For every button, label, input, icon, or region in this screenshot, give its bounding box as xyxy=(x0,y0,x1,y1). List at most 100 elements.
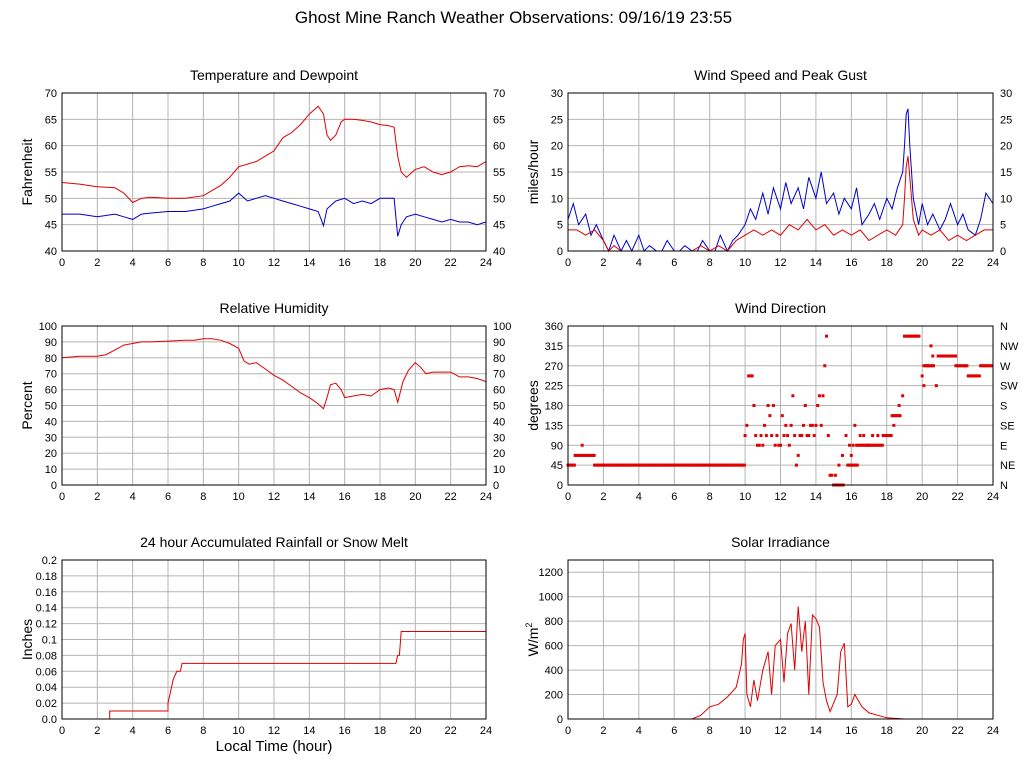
data-point xyxy=(698,463,702,467)
chart-title: Temperature and Dewpoint xyxy=(190,67,358,83)
data-point xyxy=(672,463,676,467)
series-line-blue xyxy=(62,192,487,237)
x-tick-label: 20 xyxy=(916,491,928,503)
y-axis-label: Inches xyxy=(19,619,35,660)
x-tick-label: 14 xyxy=(303,257,315,269)
data-point xyxy=(849,453,853,457)
data-point xyxy=(743,434,747,438)
series-line-red xyxy=(62,631,486,720)
x-tick-label: 16 xyxy=(339,257,351,269)
y-tick-label: 15 xyxy=(551,167,563,179)
data-point xyxy=(580,443,584,447)
data-point xyxy=(966,374,970,378)
data-point xyxy=(690,463,694,467)
series-line-red xyxy=(61,338,487,410)
x-tick-label: 0 xyxy=(59,491,65,503)
data-point xyxy=(578,453,582,457)
x-tick-label: 6 xyxy=(671,491,677,503)
x-tick-label: 10 xyxy=(739,257,751,269)
data-point xyxy=(568,463,572,467)
data-point xyxy=(846,463,850,467)
data-point xyxy=(861,443,865,447)
x-tick-label: 2 xyxy=(600,725,606,737)
data-point xyxy=(889,434,893,438)
y-tick-label-right: SW xyxy=(1000,381,1018,393)
data-point xyxy=(730,463,734,467)
data-point xyxy=(693,463,697,467)
data-point xyxy=(851,443,855,447)
x-tick-label: 2 xyxy=(94,725,100,737)
data-point xyxy=(982,364,986,368)
data-point xyxy=(880,443,884,447)
data-point xyxy=(816,404,820,407)
data-point xyxy=(752,404,756,407)
data-point xyxy=(706,463,710,467)
x-tick-label: 12 xyxy=(268,725,280,737)
page-title: Ghost Mine Ranch Weather Observations: 0… xyxy=(294,8,733,27)
y-tick-label-right: 90 xyxy=(493,337,505,349)
data-point xyxy=(593,463,597,467)
data-point xyxy=(770,434,774,438)
data-point xyxy=(573,453,577,457)
data-point xyxy=(863,443,867,447)
data-point xyxy=(911,334,915,338)
data-point xyxy=(868,443,872,447)
x-axis-label: Local Time (hour) xyxy=(215,738,333,755)
plot-frame xyxy=(567,559,994,720)
data-point xyxy=(897,404,901,407)
data-point xyxy=(887,434,891,438)
x-tick-label: 2 xyxy=(94,257,100,269)
data-point xyxy=(802,423,806,427)
data-point xyxy=(934,384,938,388)
y-tick-label: 90 xyxy=(45,337,57,349)
data-point xyxy=(620,463,624,467)
x-tick-label: 10 xyxy=(739,491,751,503)
data-point xyxy=(860,443,864,447)
data-point xyxy=(939,354,943,358)
y-tick-label: 50 xyxy=(45,401,57,413)
x-tick-label: 4 xyxy=(130,725,136,737)
data-point xyxy=(793,434,797,438)
series-line-red xyxy=(61,105,487,204)
y-tick-label: 50 xyxy=(45,193,57,205)
chart-title: Wind Direction xyxy=(735,300,826,316)
data-point xyxy=(759,434,763,438)
y-tick-label: 270 xyxy=(545,361,563,373)
y-tick-label: 80 xyxy=(45,353,57,365)
data-point xyxy=(626,463,630,467)
data-point xyxy=(962,364,966,368)
data-point xyxy=(858,443,862,447)
x-tick-label: 8 xyxy=(707,491,713,503)
x-tick-label: 2 xyxy=(94,491,100,503)
data-point xyxy=(852,463,856,467)
data-point xyxy=(715,463,719,467)
data-point xyxy=(587,453,591,457)
data-point xyxy=(717,463,721,467)
data-point xyxy=(800,434,804,438)
data-point xyxy=(971,374,975,378)
data-point xyxy=(930,364,934,368)
data-point xyxy=(828,473,832,477)
plot-frame xyxy=(61,559,487,720)
data-point xyxy=(775,434,779,438)
y-tick-label-right: 10 xyxy=(1000,193,1012,205)
data-point xyxy=(922,384,926,388)
y-tick-label: 25 xyxy=(551,114,563,126)
x-tick-label: 6 xyxy=(671,257,677,269)
data-point xyxy=(847,463,851,467)
y-tick-label-right: E xyxy=(1000,440,1007,452)
data-point xyxy=(877,443,881,447)
y-tick-label: 90 xyxy=(551,440,563,452)
data-point xyxy=(604,463,608,467)
data-point xyxy=(976,374,980,378)
data-point xyxy=(922,364,926,368)
series-line-blue xyxy=(567,108,994,253)
data-point xyxy=(764,434,768,438)
data-point xyxy=(974,374,978,378)
data-point xyxy=(695,463,699,467)
x-tick-label: 10 xyxy=(739,725,751,737)
y-tick-label: 315 xyxy=(545,341,563,353)
data-point xyxy=(639,463,643,467)
y-tick-label: 1000 xyxy=(539,592,563,604)
